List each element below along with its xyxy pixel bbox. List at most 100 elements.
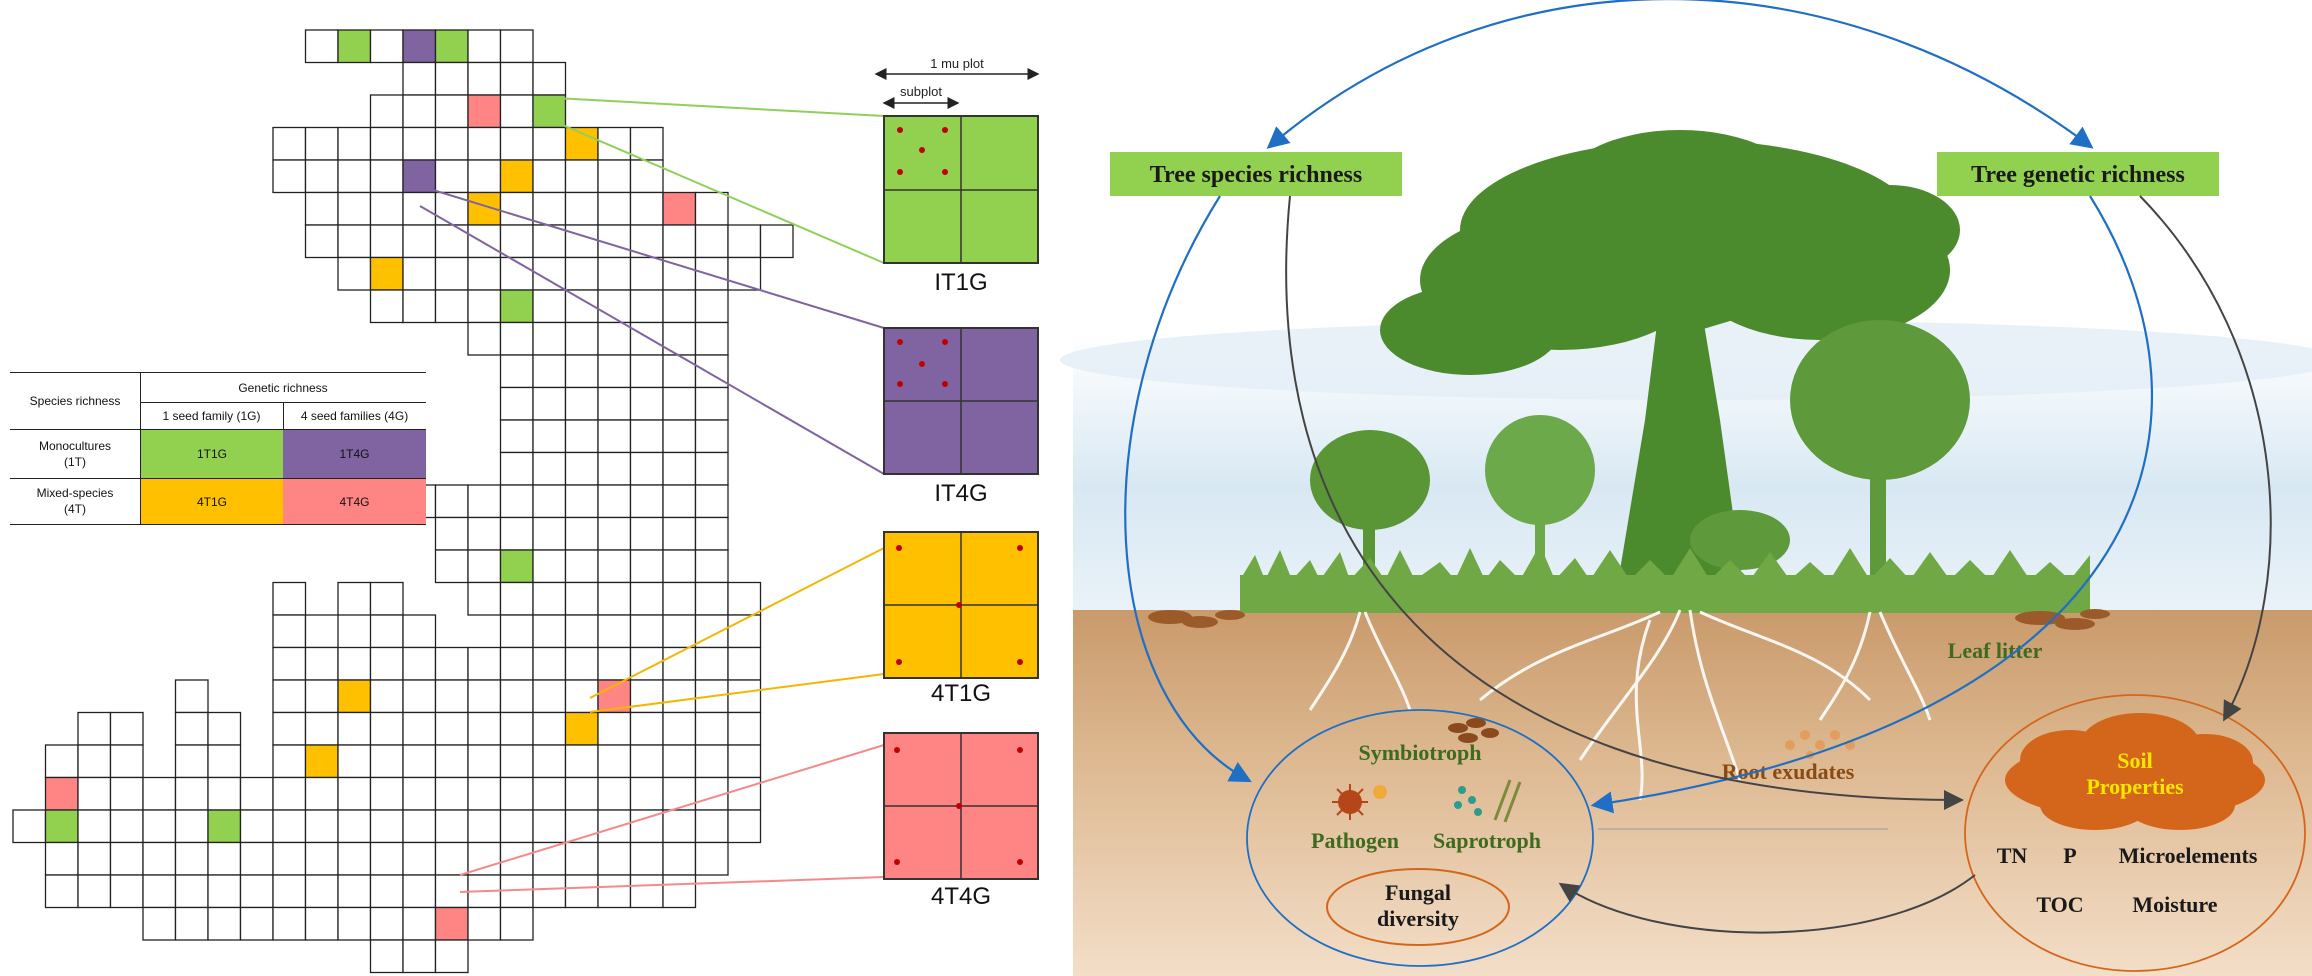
plot-cell	[597, 841, 632, 876]
plot-cell	[434, 549, 469, 584]
plot-cell	[532, 61, 567, 96]
plot-grid-map	[12, 29, 794, 974]
plot-cell	[499, 581, 534, 616]
plot-cell	[402, 289, 437, 324]
plot-cell	[207, 841, 242, 876]
plot-cell	[402, 61, 437, 96]
arrow-soil-to-fungi	[1558, 874, 1976, 934]
plot-cell	[467, 126, 502, 161]
treatment-plot-cell	[434, 906, 469, 941]
plot-cell	[694, 386, 729, 421]
treatment-plot-cell	[402, 29, 437, 64]
plot-cell	[564, 321, 599, 356]
plot-cell	[239, 906, 274, 941]
col-1g-header: 1 seed family (1G)	[162, 408, 261, 423]
tn-label: TN	[1997, 843, 2028, 868]
plot-cell	[467, 159, 502, 194]
plot-cell	[402, 841, 437, 876]
treatment-plot-cell	[337, 679, 372, 714]
toc-label: TOC	[2036, 892, 2083, 917]
treatment-plot-cell	[499, 159, 534, 194]
zoom-box-1t1g-label: IT1G	[934, 269, 987, 296]
connector-1t4g-b	[419, 205, 885, 475]
plot-cell	[109, 841, 144, 876]
plot-cell	[77, 711, 112, 746]
plot-cell	[532, 386, 567, 421]
plot-cell	[142, 809, 177, 844]
saprotroph-icon	[1454, 779, 1522, 823]
plot-cell	[467, 809, 502, 844]
plot-cell	[499, 679, 534, 714]
p-label: P	[2063, 843, 2076, 868]
plot-cell	[434, 776, 469, 811]
tree-illustration	[1240, 130, 2090, 613]
pathogen-icon	[1332, 784, 1387, 820]
plot-cell	[499, 386, 534, 421]
moisture-label: Moisture	[2132, 892, 2217, 917]
plot-cell	[499, 126, 534, 161]
plot-cell	[304, 776, 339, 811]
plot-cell	[727, 711, 762, 746]
plot-cell	[434, 191, 469, 226]
plot-cell	[694, 451, 729, 486]
plot-cell	[499, 61, 534, 96]
plot-cell	[499, 711, 534, 746]
connector-1t1g-b	[543, 116, 885, 264]
plot-cell	[662, 419, 697, 454]
zoom-box-1t4g-label: IT4G	[934, 480, 987, 507]
plot-cell	[629, 159, 664, 194]
plot-cell	[434, 94, 469, 129]
relationship-arrows	[1124, 0, 2272, 934]
plot-cell	[532, 126, 567, 161]
plot-cell	[694, 516, 729, 551]
plot-cell	[564, 419, 599, 454]
genetic-richness-header: Genetic richness	[238, 381, 328, 395]
plot-cell	[337, 874, 372, 909]
plot-cell	[77, 744, 112, 779]
treatment-plot-cell	[499, 289, 534, 324]
fungal-community-ellipse	[1246, 709, 1594, 967]
plot-cell	[402, 256, 437, 291]
zoom-boxes: IT1G IT4G 4T1G 4T4G	[883, 115, 1039, 910]
plot-cell	[597, 321, 632, 356]
subplot-label: subplot	[900, 84, 942, 99]
plot-cell	[694, 224, 729, 259]
plot-cell	[272, 646, 307, 681]
plot-cell	[662, 711, 697, 746]
soil-properties-cloud	[2005, 713, 2265, 830]
arrow-species-to-soil	[1285, 195, 1964, 810]
plot-cell	[304, 646, 339, 681]
plot-cell	[337, 809, 372, 844]
treatment-plot-cell	[564, 711, 599, 746]
plot-cell	[304, 809, 339, 844]
plot-cell	[369, 29, 404, 64]
plot-cell	[629, 451, 664, 486]
arrow-species-to-genetic	[1266, 0, 2094, 149]
plot-cell	[304, 191, 339, 226]
plot-cell	[662, 549, 697, 584]
plot-cell	[629, 386, 664, 421]
plot-cell	[694, 289, 729, 324]
fungal-diversity-ellipse	[1326, 868, 1510, 946]
plot-cell	[532, 191, 567, 226]
plot-cell	[369, 581, 404, 616]
plot-cell	[532, 321, 567, 356]
plot-cell	[629, 874, 664, 909]
plot-cell	[662, 289, 697, 324]
plot-cell	[694, 549, 729, 584]
plot-cell	[142, 906, 177, 941]
plot-cell	[597, 386, 632, 421]
plot-cell	[532, 159, 567, 194]
plot-cell	[337, 191, 372, 226]
ecology-illustration: Leaf litter Root exudates Tree species r…	[1060, 0, 2312, 976]
plot-cell	[564, 256, 599, 291]
plot-cell	[337, 841, 372, 876]
soil-properties-label: Soil Properties	[2086, 748, 2184, 799]
plot-cell	[77, 776, 112, 811]
plot-cell	[564, 744, 599, 779]
plot-cell	[629, 321, 664, 356]
treatment-plot-cell	[304, 744, 339, 779]
plot-cell	[532, 809, 567, 844]
plot-cell	[499, 646, 534, 681]
plot-cell	[467, 744, 502, 779]
